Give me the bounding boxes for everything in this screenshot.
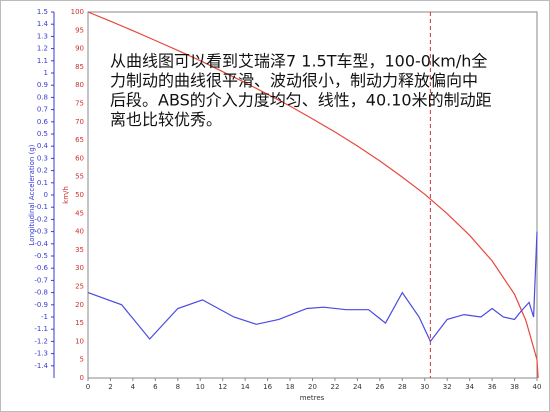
x-tick-label: 38 <box>510 383 519 391</box>
y2-tick-label: 45 <box>75 209 84 217</box>
y-axis-title: Longitudinal Acceleration (g) <box>28 144 36 245</box>
y-tick-label: -0.3 <box>34 228 48 236</box>
y-tick-label: -1.3 <box>34 350 48 358</box>
y-tick-label: 0.5 <box>37 130 48 138</box>
y-tick-label: -0.2 <box>34 215 48 223</box>
y2-tick-label: 70 <box>75 118 84 126</box>
x-tick-label: 34 <box>465 383 474 391</box>
annotation-line: 从曲线图可以看到艾瑞泽7 1.5T车型，100-0km/h全 <box>110 52 487 71</box>
y-tick-label: 0.7 <box>37 106 48 114</box>
y-tick-label: 1.5 <box>37 8 48 16</box>
y2-tick-label: 100 <box>71 8 84 16</box>
x-tick-label: 40 <box>533 383 542 391</box>
y-tick-label: -0.4 <box>34 240 48 248</box>
y-tick-label: -0.9 <box>34 301 48 309</box>
y-tick-label: 0 <box>44 191 48 199</box>
y-tick-label: 0.6 <box>37 118 49 126</box>
y-tick-label: -0.1 <box>34 203 48 211</box>
y-tick-label: -0.8 <box>34 289 48 297</box>
y-tick-label: 0.2 <box>37 167 48 175</box>
x-tick-label: 26 <box>375 383 384 391</box>
y2-tick-label: 40 <box>75 228 84 236</box>
x-tick-label: 18 <box>286 383 295 391</box>
y2-tick-label: 90 <box>75 45 84 53</box>
y2-tick-label: 0 <box>80 374 84 382</box>
data-line <box>87 11 539 379</box>
x-tick-label: 6 <box>153 383 158 391</box>
y2-tick-label: 65 <box>75 136 84 144</box>
y-tick-label: -0.7 <box>34 276 48 284</box>
y-tick-label: 1.2 <box>37 45 48 53</box>
y2-axis-title: km/h <box>62 186 70 204</box>
y-tick-label: 1.4 <box>37 20 49 28</box>
y-tick-label: 0.4 <box>37 142 49 150</box>
y2-tick-label: 5 <box>80 356 84 364</box>
y2-tick-label: 25 <box>75 283 84 291</box>
y-tick-label: -1.1 <box>34 325 48 333</box>
y2-tick-label: 80 <box>75 81 84 89</box>
x-tick-label: 10 <box>196 383 205 391</box>
x-tick-label: 20 <box>308 383 317 391</box>
y-tick-label: 1 <box>44 69 48 77</box>
y-tick-label: -1 <box>41 313 48 321</box>
annotation-line: 后段。ABS的介入力度均匀、线性，40.10米的制动距 <box>110 91 492 110</box>
y-tick-label: 1.1 <box>37 57 48 65</box>
y2-tick-label: 10 <box>75 337 84 345</box>
y-tick-label: 1.3 <box>37 32 48 40</box>
y2-tick-label: 15 <box>75 319 84 327</box>
x-tick-label: 16 <box>263 383 272 391</box>
y2-tick-label: 55 <box>75 173 84 181</box>
data-line <box>87 231 538 343</box>
y-tick-label: -1.4 <box>34 362 48 370</box>
annotation-line: 离也比较优秀。 <box>110 110 222 129</box>
x-tick-label: 2 <box>108 383 112 391</box>
y-tick-label: -0.6 <box>34 264 48 272</box>
x-tick-label: 12 <box>218 383 227 391</box>
x-tick-label: 4 <box>131 383 136 391</box>
x-tick-label: 22 <box>330 383 339 391</box>
y2-tick-label: 95 <box>75 26 84 34</box>
x-tick-label: 24 <box>353 383 362 391</box>
y2-tick-label: 50 <box>75 191 84 199</box>
y2-tick-label: 30 <box>75 264 84 272</box>
x-tick-label: 32 <box>443 383 452 391</box>
y2-tick-label: 85 <box>75 63 84 71</box>
y-tick-label: 0.3 <box>37 154 48 162</box>
x-tick-label: 14 <box>241 383 250 391</box>
y-tick-label: 0.9 <box>37 81 48 89</box>
x-tick-label: 36 <box>488 383 497 391</box>
x-axis-title: metres <box>300 394 325 402</box>
y2-tick-label: 20 <box>75 301 84 309</box>
x-tick-label: 0 <box>86 383 90 391</box>
y-tick-label: -0.5 <box>34 252 48 260</box>
y2-tick-label: 35 <box>75 246 84 254</box>
x-tick-label: 30 <box>420 383 429 391</box>
y-tick-label: -1.2 <box>34 337 48 345</box>
y-tick-label: 0.1 <box>37 179 48 187</box>
annotation-line: 力制动的曲线很平滑、波动很小，制动力释放偏向中 <box>110 71 478 90</box>
x-tick-label: 28 <box>398 383 407 391</box>
y2-tick-label: 60 <box>75 154 84 162</box>
x-tick-label: 8 <box>176 383 180 391</box>
y2-tick-label: 75 <box>75 100 84 108</box>
y-tick-label: 0.8 <box>37 93 48 101</box>
